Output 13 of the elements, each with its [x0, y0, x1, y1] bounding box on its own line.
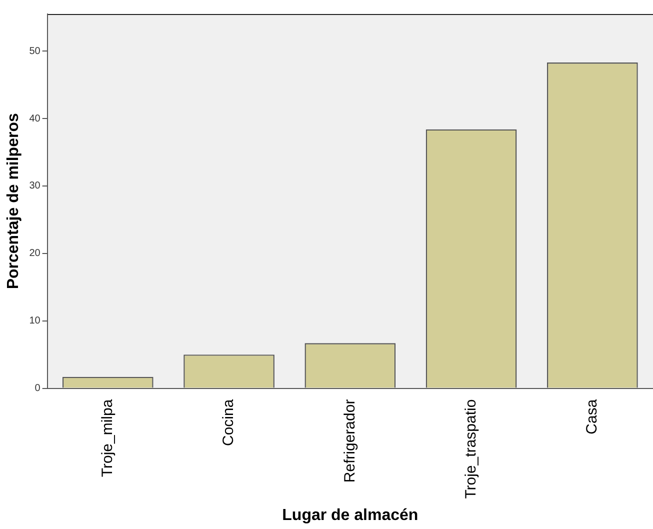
y-tick-label: 10	[29, 316, 41, 327]
y-tick-label: 40	[29, 113, 41, 124]
x-tick-label: Refrigerador	[341, 399, 358, 483]
x-tick-label: Cocina	[220, 398, 238, 446]
x-tick-label: Casa	[584, 398, 601, 434]
y-tick-label: 50	[29, 46, 41, 57]
x-axis-title: Lugar de almacén	[282, 506, 418, 524]
y-axis-title: Porcentaje de milperos	[5, 113, 22, 290]
x-tick-label: Troje_milpa	[99, 398, 116, 478]
x-tick-label: Troje_traspatio	[462, 399, 480, 499]
y-tick-label: 20	[29, 248, 41, 260]
y-tick-label: 0	[34, 383, 41, 394]
y-tick-label: 30	[29, 180, 41, 192]
